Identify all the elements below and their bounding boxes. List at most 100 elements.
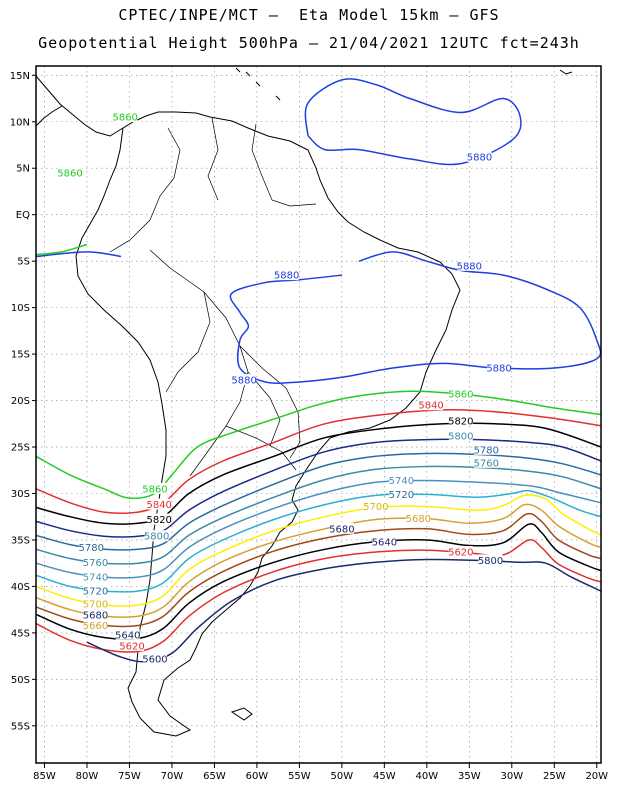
y-tick-label: 40S	[11, 582, 30, 593]
contour-label-bg	[142, 482, 167, 494]
contour-label-5680: 5680	[329, 524, 354, 535]
coastline-layer	[35, 67, 573, 737]
contour-label-bg	[232, 374, 257, 386]
contour-label-5680: 5680	[406, 514, 431, 525]
coastline-falklands	[230, 707, 253, 721]
contour-label-bg	[478, 554, 503, 566]
x-tick-label: 50W	[331, 771, 354, 782]
contour-label-5640: 5640	[115, 630, 140, 641]
x-tick-label: 60W	[246, 771, 269, 782]
contour-label-5620: 5620	[119, 641, 144, 652]
contour-5860	[35, 390, 602, 500]
contour-label-5860: 5860	[142, 484, 167, 495]
contour-label-5840: 5840	[418, 401, 443, 412]
contour-label-5860: 5860	[112, 113, 137, 124]
contour-label-bg	[274, 269, 299, 281]
y-tick-label: 5N	[16, 164, 30, 175]
contour-5880	[229, 251, 602, 384]
contour-5860	[35, 243, 88, 256]
chart-title-line1: CPTEC/INPE/MCT – Eta Model 15km – GFS	[118, 6, 500, 24]
x-tick-label: 40W	[416, 771, 439, 782]
x-tick-label: 30W	[500, 771, 523, 782]
contour-label-bg	[389, 474, 414, 486]
contour-label-bg	[448, 429, 473, 441]
contour-layer	[35, 78, 602, 663]
contour-label-5760: 5760	[83, 558, 108, 569]
contour-label-bg	[79, 541, 104, 553]
y-tick-label: 25S	[11, 443, 30, 454]
contour-5820	[35, 422, 602, 525]
contour-5640	[35, 523, 602, 641]
x-tick-label: 65W	[203, 771, 226, 782]
contour-label-bg	[406, 512, 431, 524]
contour-label-5780: 5780	[474, 445, 499, 456]
contour-label-5860: 5860	[448, 390, 473, 401]
contour-label-5820: 5820	[146, 515, 171, 526]
contour-label-5740: 5740	[389, 476, 414, 487]
country-borders	[109, 117, 317, 477]
x-tick-label: 35W	[458, 771, 481, 782]
map-grid	[36, 66, 601, 763]
contour-label-bg	[83, 556, 108, 568]
contour-label-5760: 5760	[474, 458, 499, 469]
contour-label-5780: 5780	[78, 543, 103, 554]
contour-5800	[35, 438, 602, 538]
contour-label-5620: 5620	[448, 548, 473, 559]
contour-label-5740: 5740	[83, 573, 108, 584]
contour-5760	[35, 465, 602, 565]
contour-label-bg	[83, 585, 108, 597]
y-tick-label: 30S	[11, 489, 30, 500]
contour-label-5600: 5600	[142, 654, 167, 665]
contour-label-bg	[147, 513, 172, 525]
contour-label-5860: 5860	[57, 168, 82, 179]
contour-label-5800: 5800	[144, 532, 169, 543]
y-tick-label: 45S	[11, 628, 30, 639]
contour-label-bg	[57, 166, 82, 178]
contour-label-bg	[142, 652, 167, 664]
contour-label-5840: 5840	[146, 500, 171, 511]
contour-label-bg	[467, 151, 492, 163]
y-tick-label: 35S	[11, 535, 30, 546]
contour-label-bg	[83, 598, 108, 610]
contour-label-5800: 5800	[448, 431, 473, 442]
y-tick-label: 55S	[11, 721, 30, 732]
coastline-central-america	[35, 75, 124, 137]
contour-label-layer: 5880 5880 5880 5880 5880 5860 5860 5860 5860 5840…	[57, 111, 512, 665]
contour-5840	[35, 409, 602, 514]
contour-label-5880: 5880	[231, 376, 256, 387]
contour-label-5720: 5720	[389, 490, 414, 501]
y-tick-label: 20S	[11, 396, 30, 407]
y-tick-label: 15S	[11, 350, 30, 361]
contour-label-bg	[457, 259, 482, 271]
y-tick-label: 50S	[11, 675, 30, 686]
contour-label-5700: 5700	[363, 502, 388, 513]
contour-label-5680: 5680	[83, 611, 108, 622]
contour-label-5820: 5820	[448, 417, 473, 428]
contour-label-5800: 5800	[478, 556, 503, 567]
contour-label-5880: 5880	[274, 271, 299, 282]
y-tick-label: EQ	[16, 210, 30, 221]
map-frame	[35, 65, 602, 764]
coastline-caribbean-islands	[235, 67, 573, 101]
contour-label-bg	[487, 362, 512, 374]
contour-5720	[35, 489, 602, 593]
y-tick-label: 10S	[11, 303, 30, 314]
contour-label-bg	[448, 415, 473, 427]
contour-label-bg	[144, 530, 169, 542]
contour-5780	[35, 452, 602, 551]
contour-5740	[35, 479, 602, 579]
y-tick-label: 5S	[17, 257, 30, 268]
contour-5620	[35, 539, 602, 653]
contour-5880	[35, 251, 122, 258]
contour-label-bg	[419, 399, 444, 411]
contour-label-bg	[474, 443, 499, 455]
x-tick-label: 85W	[33, 771, 56, 782]
contour-label-5640: 5640	[372, 537, 397, 548]
contour-label-bg	[363, 500, 388, 512]
contour-label-bg	[120, 639, 145, 651]
x-tick-label: 70W	[161, 771, 184, 782]
contour-label-5720: 5720	[83, 587, 108, 598]
contour-label-bg	[474, 456, 499, 468]
contour-label-bg	[83, 609, 108, 621]
